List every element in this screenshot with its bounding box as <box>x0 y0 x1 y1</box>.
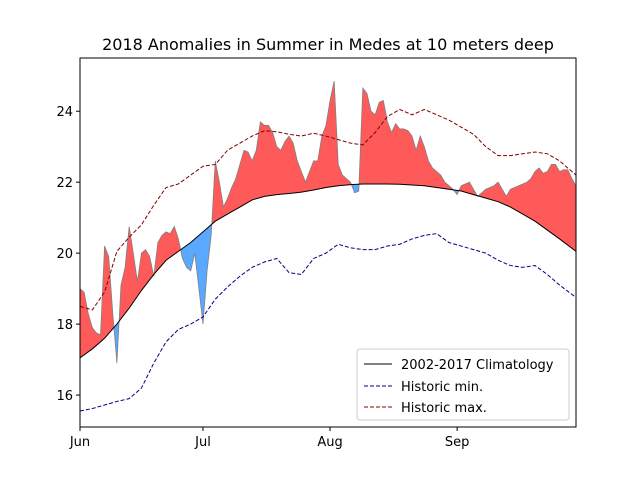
warm-anomaly-area <box>80 81 576 358</box>
historic-min-line <box>80 233 576 412</box>
plot-area <box>80 80 576 412</box>
observed-temperature-line <box>80 80 576 364</box>
x-axis: Jun Jul Aug Sep <box>69 427 470 450</box>
y-axis: 16 18 20 22 24 <box>56 105 80 404</box>
x-tick-label: Aug <box>317 435 342 450</box>
legend-historic-min-label: Historic min. <box>401 380 483 395</box>
x-tick-label: Jun <box>69 435 90 450</box>
climatology-line <box>80 183 576 359</box>
y-tick-label: 24 <box>56 105 73 120</box>
x-tick-label: Jul <box>194 435 211 450</box>
cold-anomaly-area <box>113 184 479 364</box>
x-tick-label: Sep <box>445 435 470 450</box>
legend-box <box>356 348 570 421</box>
chart-title: 2018 Anomalies in Summer in Medes at 10 … <box>102 35 554 54</box>
y-tick-label: 16 <box>56 389 73 404</box>
historic-max-line <box>80 108 576 311</box>
y-tick-label: 18 <box>56 318 73 333</box>
legend-climatology-label: 2002-2017 Climatology <box>401 358 554 373</box>
plot-frame <box>79 57 577 428</box>
legend-historic-max-label: Historic max. <box>401 401 487 416</box>
y-tick-label: 22 <box>56 176 73 191</box>
y-tick-label: 20 <box>56 247 73 262</box>
legend: 2002-2017 Climatology Historic min. Hist… <box>356 348 570 421</box>
